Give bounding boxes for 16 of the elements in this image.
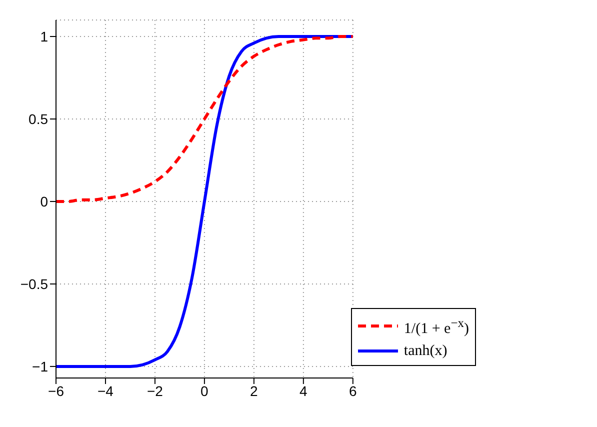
x-tick-label: 6 <box>349 382 358 399</box>
x-tick-label: −2 <box>146 382 164 399</box>
y-tick-label: −1 <box>32 358 48 374</box>
line-series <box>56 35 353 203</box>
legend-label: 1/(1 + e$^{−x}$) <box>404 315 469 339</box>
y-tick-label: 0.5 <box>28 110 48 127</box>
legend-label: tanh(x) <box>404 342 448 361</box>
x-tick-label: −4 <box>98 382 114 399</box>
y-tick-label: 0 <box>40 193 48 210</box>
x-tick-label: 0 <box>200 382 209 399</box>
x-tick-label: 2 <box>250 382 258 399</box>
y-tick-label: 1 <box>40 28 48 44</box>
x-tick-label: −6 <box>48 382 64 399</box>
y-tick-label: −0.5 <box>20 276 48 292</box>
line-series <box>56 35 353 368</box>
x-tick-label: 4 <box>300 382 308 399</box>
